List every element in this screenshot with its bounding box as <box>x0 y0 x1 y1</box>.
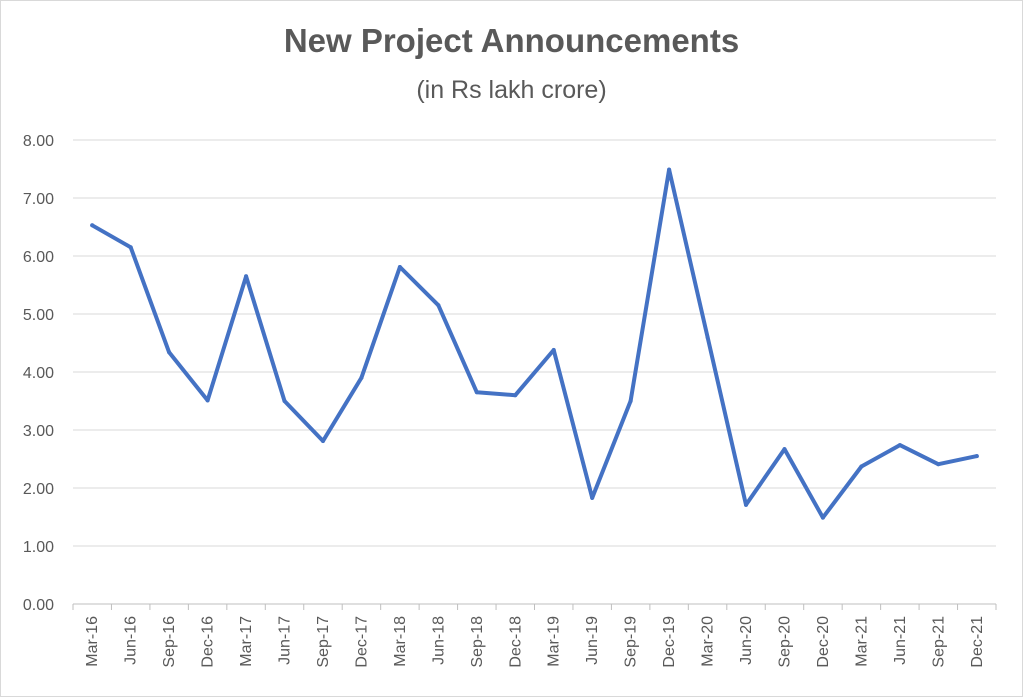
x-tick-label: Mar-18 <box>392 616 409 667</box>
chart-subtitle: (in Rs lakh crore) <box>416 76 607 104</box>
data-point <box>128 245 133 250</box>
x-tick-label: Dec-20 <box>815 616 832 668</box>
y-tick-label: 8.00 <box>23 133 54 150</box>
series-line <box>90 167 979 520</box>
data-point <box>436 303 441 308</box>
x-tick-label: Dec-19 <box>661 616 678 668</box>
x-tick-label: Sep-18 <box>469 616 486 668</box>
y-tick-label: 6.00 <box>23 249 54 266</box>
x-tick-label: Dec-16 <box>200 616 217 668</box>
x-tick-label: Dec-17 <box>353 616 370 668</box>
x-tick-label: Jun-17 <box>277 616 294 665</box>
data-point <box>397 265 402 270</box>
y-tick-label: 4.00 <box>23 365 54 382</box>
y-tick-label: 0.00 <box>23 597 54 614</box>
data-point <box>513 393 518 398</box>
data-point <box>667 167 672 172</box>
y-tick-label: 5.00 <box>23 307 54 324</box>
y-tick-label: 7.00 <box>23 191 54 208</box>
x-tick-label: Dec-18 <box>507 616 524 668</box>
data-point <box>90 223 95 228</box>
data-point <box>320 439 325 444</box>
data-point <box>897 443 902 448</box>
x-tick-label: Sep-21 <box>930 616 947 668</box>
data-point <box>282 399 287 403</box>
y-tick-label: 3.00 <box>23 423 54 440</box>
data-point <box>551 347 556 352</box>
data-point <box>167 350 172 355</box>
x-tick-label: Mar-19 <box>546 616 563 667</box>
y-tick-label: 2.00 <box>23 481 54 498</box>
x-tick-label: Jun-20 <box>738 616 755 665</box>
plot-area <box>90 167 979 520</box>
chart-title: New Project Announcements <box>283 22 740 59</box>
data-point <box>628 399 633 403</box>
x-tick-label: Mar-16 <box>84 616 101 667</box>
x-tick-label: Mar-17 <box>238 616 255 667</box>
x-tick-label: Mar-21 <box>853 616 870 667</box>
gridlines <box>73 139 996 547</box>
x-tick-label: Jun-16 <box>123 616 140 665</box>
x-tick-label: Sep-17 <box>315 616 332 668</box>
x-tick-label: Sep-20 <box>776 616 793 668</box>
data-point <box>974 454 979 459</box>
data-point <box>705 335 710 340</box>
data-point <box>744 502 749 507</box>
data-point <box>205 398 210 403</box>
x-tick-label: Jun-18 <box>430 616 447 665</box>
data-point <box>244 274 249 279</box>
x-tick-label: Jun-19 <box>584 616 601 665</box>
x-tick-label: Sep-19 <box>623 616 640 668</box>
data-point <box>474 390 479 395</box>
x-tick-label: Jun-21 <box>892 616 909 665</box>
data-point <box>359 375 364 380</box>
x-tick-label: Sep-16 <box>161 616 178 668</box>
data-point <box>782 447 787 452</box>
data-point <box>936 462 941 467</box>
x-axis: Mar-16 Jun-16 Sep-16 Dec-16 Mar-17 Jun-17 Sep-… <box>72 603 997 668</box>
x-tick-label: Dec-21 <box>969 616 986 668</box>
data-point <box>590 495 595 500</box>
y-tick-label: 1.00 <box>23 539 54 556</box>
data-point <box>820 515 825 520</box>
x-tick-label: Mar-20 <box>700 616 717 667</box>
data-point <box>859 464 864 469</box>
y-axis: 0.00 1.00 2.00 3.00 4.00 5.00 6.00 7.00 8.00 <box>23 133 54 614</box>
